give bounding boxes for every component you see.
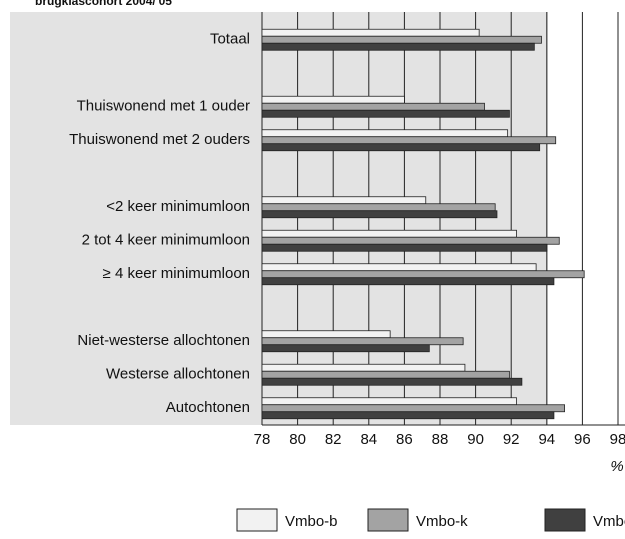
legend-swatch [367,508,409,532]
chart-title: brugklascohort 2004/'05 [35,0,172,8]
legend-label: Vmbo-b [285,513,338,530]
bar [261,263,537,272]
bar [261,277,555,286]
bar [261,344,430,353]
legend-swatch [236,508,278,532]
x-axis-label: % [610,458,623,475]
y-tick-label: Autochtonen [166,399,250,416]
bar [261,370,510,379]
y-tick-label: <2 keer minimumloon [106,198,250,215]
plot-background [10,12,625,425]
bar [261,337,464,346]
y-tick-label: ≥ 4 keer minimumloon [103,265,250,282]
legend-label: Vmbo-g/t [593,513,625,530]
x-tick-label: 80 [289,431,306,448]
y-tick-label: Thuiswonend met 2 ouders [69,131,250,148]
legend-swatch [544,508,586,532]
bar [261,42,535,51]
x-tick-label: 86 [396,431,413,448]
bar [261,229,517,238]
bar [261,28,480,37]
bar [261,404,566,413]
bar [261,203,496,212]
bar [261,236,560,245]
bar [261,330,391,339]
bar [261,210,498,219]
bar [261,95,405,104]
bar [261,397,517,406]
x-tick-label: 82 [325,431,342,448]
bar [261,102,485,111]
bar [261,136,557,145]
x-tick-label: 88 [432,431,449,448]
legend-label: Vmbo-k [416,513,468,530]
bar [261,363,466,372]
plot-background-right [548,12,625,425]
y-tick-label: Westerse allochtonen [106,366,250,383]
bar [261,270,585,279]
y-tick-label: Totaal [210,31,250,48]
x-tick-label: 96 [574,431,591,448]
y-tick-label: Thuiswonend met 1 ouder [77,98,250,115]
bar [261,129,509,138]
x-tick-label: 84 [360,431,377,448]
x-tick-label: 94 [538,431,555,448]
x-tick-label: 92 [503,431,520,448]
bar [261,143,541,152]
x-tick-label: 98 [610,431,625,448]
bar [261,377,523,386]
bar [261,109,510,118]
bar [261,35,542,44]
bar [261,243,548,252]
x-tick-label: 78 [254,431,271,448]
y-tick-label: 2 tot 4 keer minimumloon [82,232,250,249]
bar [261,196,427,205]
y-tick-label: Niet-westerse allochtonen [77,332,250,349]
bar [261,411,555,420]
x-tick-label: 90 [467,431,484,448]
